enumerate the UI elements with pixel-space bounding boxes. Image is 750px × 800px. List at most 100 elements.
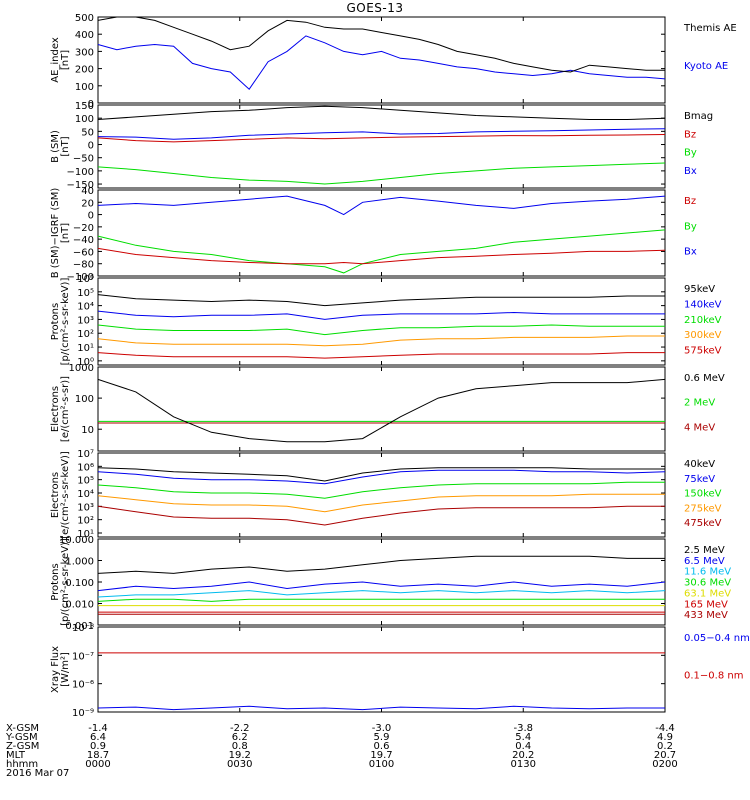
legend-entry: 2.5 MeV [684,545,725,556]
ytick-label: 10.000 [59,535,94,546]
ytick-label: 10⁰ [77,357,94,368]
y-axis-label: Xray Flux[W/m²] [50,646,71,693]
series-line-bx [97,128,666,140]
y-axis-label: Protons[p/(cm²-s-sr-keV)] [50,278,71,366]
ytick-label: −150 [67,180,94,191]
legend-entry: 433 MeV [684,610,728,621]
ytick-label: −100 [67,272,94,283]
legend-entry: 475keV [684,518,722,529]
panel-frame [97,366,666,452]
series-line-themis-ae [97,16,665,73]
footer-mlt-value: 20.7 [654,750,676,761]
series-line-75kev [97,469,666,485]
ytick-label: 0.001 [65,621,94,632]
legend-entry: Bx [684,166,697,177]
panel-5: 10 100 1000 Electrons[e/(cm²-s-sr)] 0.6 MeV 2… [50,363,725,452]
footer-row-label: Y-GSM [5,732,38,743]
series-line-210kev [97,324,665,336]
y-axis-label-line: B (SM) [50,130,61,163]
series-line-40kev [97,467,665,482]
legend-entry: 165 MeV [684,599,728,610]
footer-row-label: hhmm [6,759,38,770]
y-axis-label-line: Electrons [50,472,61,518]
legend-entry: 63.1 MeV [684,588,731,599]
legend-entry: 30.6 MeV [684,578,731,589]
legend-entry: 40keV [684,459,715,470]
legend-entry: 95keV [684,284,715,295]
ytick-label: 10⁴ [77,489,94,500]
ytick-label: 10³ [77,315,94,326]
ytick-label: 0.100 [65,578,94,589]
ytick-label: 10³ [77,502,94,513]
series-line-575kev [97,352,665,359]
series-line-kyoto-ae [97,35,666,90]
series-line-95kev [97,294,665,307]
panel-7: 0.0010.0100.1001.00010.000Protons[p/(cm²… [50,535,731,632]
series-line-bz [97,134,666,143]
y-axis-label-line: [nT] [60,136,71,156]
y-axis-label-line: Electrons [50,386,61,432]
panel-2: 150 100 50 0 −50 −100 −150 B (SM)[nT] Bmag Bz By Bx [50,101,713,191]
ytick-label: 0 [88,99,94,110]
legend-entry: By [684,221,697,232]
series-line-150kev [97,481,665,499]
footer-hhmm-value: 0200 [652,759,677,770]
ytick-label: 10⁵ [77,476,94,487]
ytick-label: 400 [75,30,94,41]
ytick-label: 0.010 [65,600,94,611]
panel-frame [97,189,666,277]
y-axis-label-line: [W/m²] [60,652,71,687]
legend-entry: 0.05−0.4 nm [684,633,750,644]
ytick-label: −60 [73,247,94,258]
ytick-label: 500 [75,13,94,24]
series-line-11-6-mev [97,590,666,598]
legend-entry: 575keV [684,346,722,357]
footer-row-label: X-GSM [6,723,39,734]
legend-entry: Themis AE [683,23,737,34]
ytick-label: 10 [81,425,94,436]
ytick-label: 10¹ [77,343,94,354]
y-axis-label-line: Xray Flux [50,646,61,693]
ytick-label: 150 [75,101,94,112]
y-axis-label-line: [e/(cm²-s-sr)] [60,376,71,442]
legend-entry: By [684,148,697,159]
panel-1: 0 100 200 300 400 500 AE_index[nT] Themis AE Kyo… [50,13,737,110]
ytick-label: −40 [73,235,94,246]
ytick-label: 10⁻⁹ [72,708,94,719]
footer-hhmm-value: 0100 [369,759,394,770]
legend-entry: Bx [684,247,697,258]
series-line-300kev [97,335,665,347]
y-axis-label-line: [p/(cm²-s-sr-keV)] [60,538,71,626]
panel-6: 10¹ 10² 10³ 10⁴ 10⁵ 10⁶ 10⁷ Electrons[e/(cm²-s-… [50,449,722,540]
footer-z-gsm-value: 0.6 [374,741,390,752]
legend-entry: Bz [684,129,696,140]
legend-entry: 2 MeV [684,398,715,409]
y-axis-label-line: B (SM)−IGRF (SM) [50,188,61,279]
ytick-label: 20 [81,198,94,209]
series-line-6-5-mev [97,581,666,592]
chart-title: GOES-13 [346,1,404,15]
panel-8: 10⁻⁸ 10⁻⁷ 10⁻⁶ 10⁻⁹ Xray Flux[W/m²] 0.05−0.4 … [50,623,750,719]
series-line-bx [97,195,666,216]
series-line-475kev [97,505,665,526]
ytick-label: 10⁶ [77,462,94,473]
ytick-label: 100 [75,114,94,125]
footer-mlt-value: 19.7 [370,750,392,761]
series-line-275kev [97,493,665,513]
footer-x-gsm-value: -4.4 [655,723,675,734]
legend-entry: Kyoto AE [684,61,728,72]
series-line-2-5-mev [97,555,665,574]
ytick-label: 100 [75,82,94,93]
ytick-label: 1.000 [65,557,94,568]
y-axis-label: AE_index[nT] [50,37,71,83]
series-line-30-6-mev [97,598,665,602]
footer-z-gsm-value: 0.9 [90,741,106,752]
footer-row-label: Z-GSM [6,741,39,752]
y-axis-label-line: [e/(cm²-s-sr-keV)] [60,451,71,539]
ytick-label: 10⁷ [77,449,94,460]
ytick-label: 10⁶ [77,274,94,285]
legend-entry: 0.1−0.8 nm [684,671,743,682]
y-axis-label-line: [nT] [60,223,71,243]
ytick-label: 10² [77,329,94,340]
